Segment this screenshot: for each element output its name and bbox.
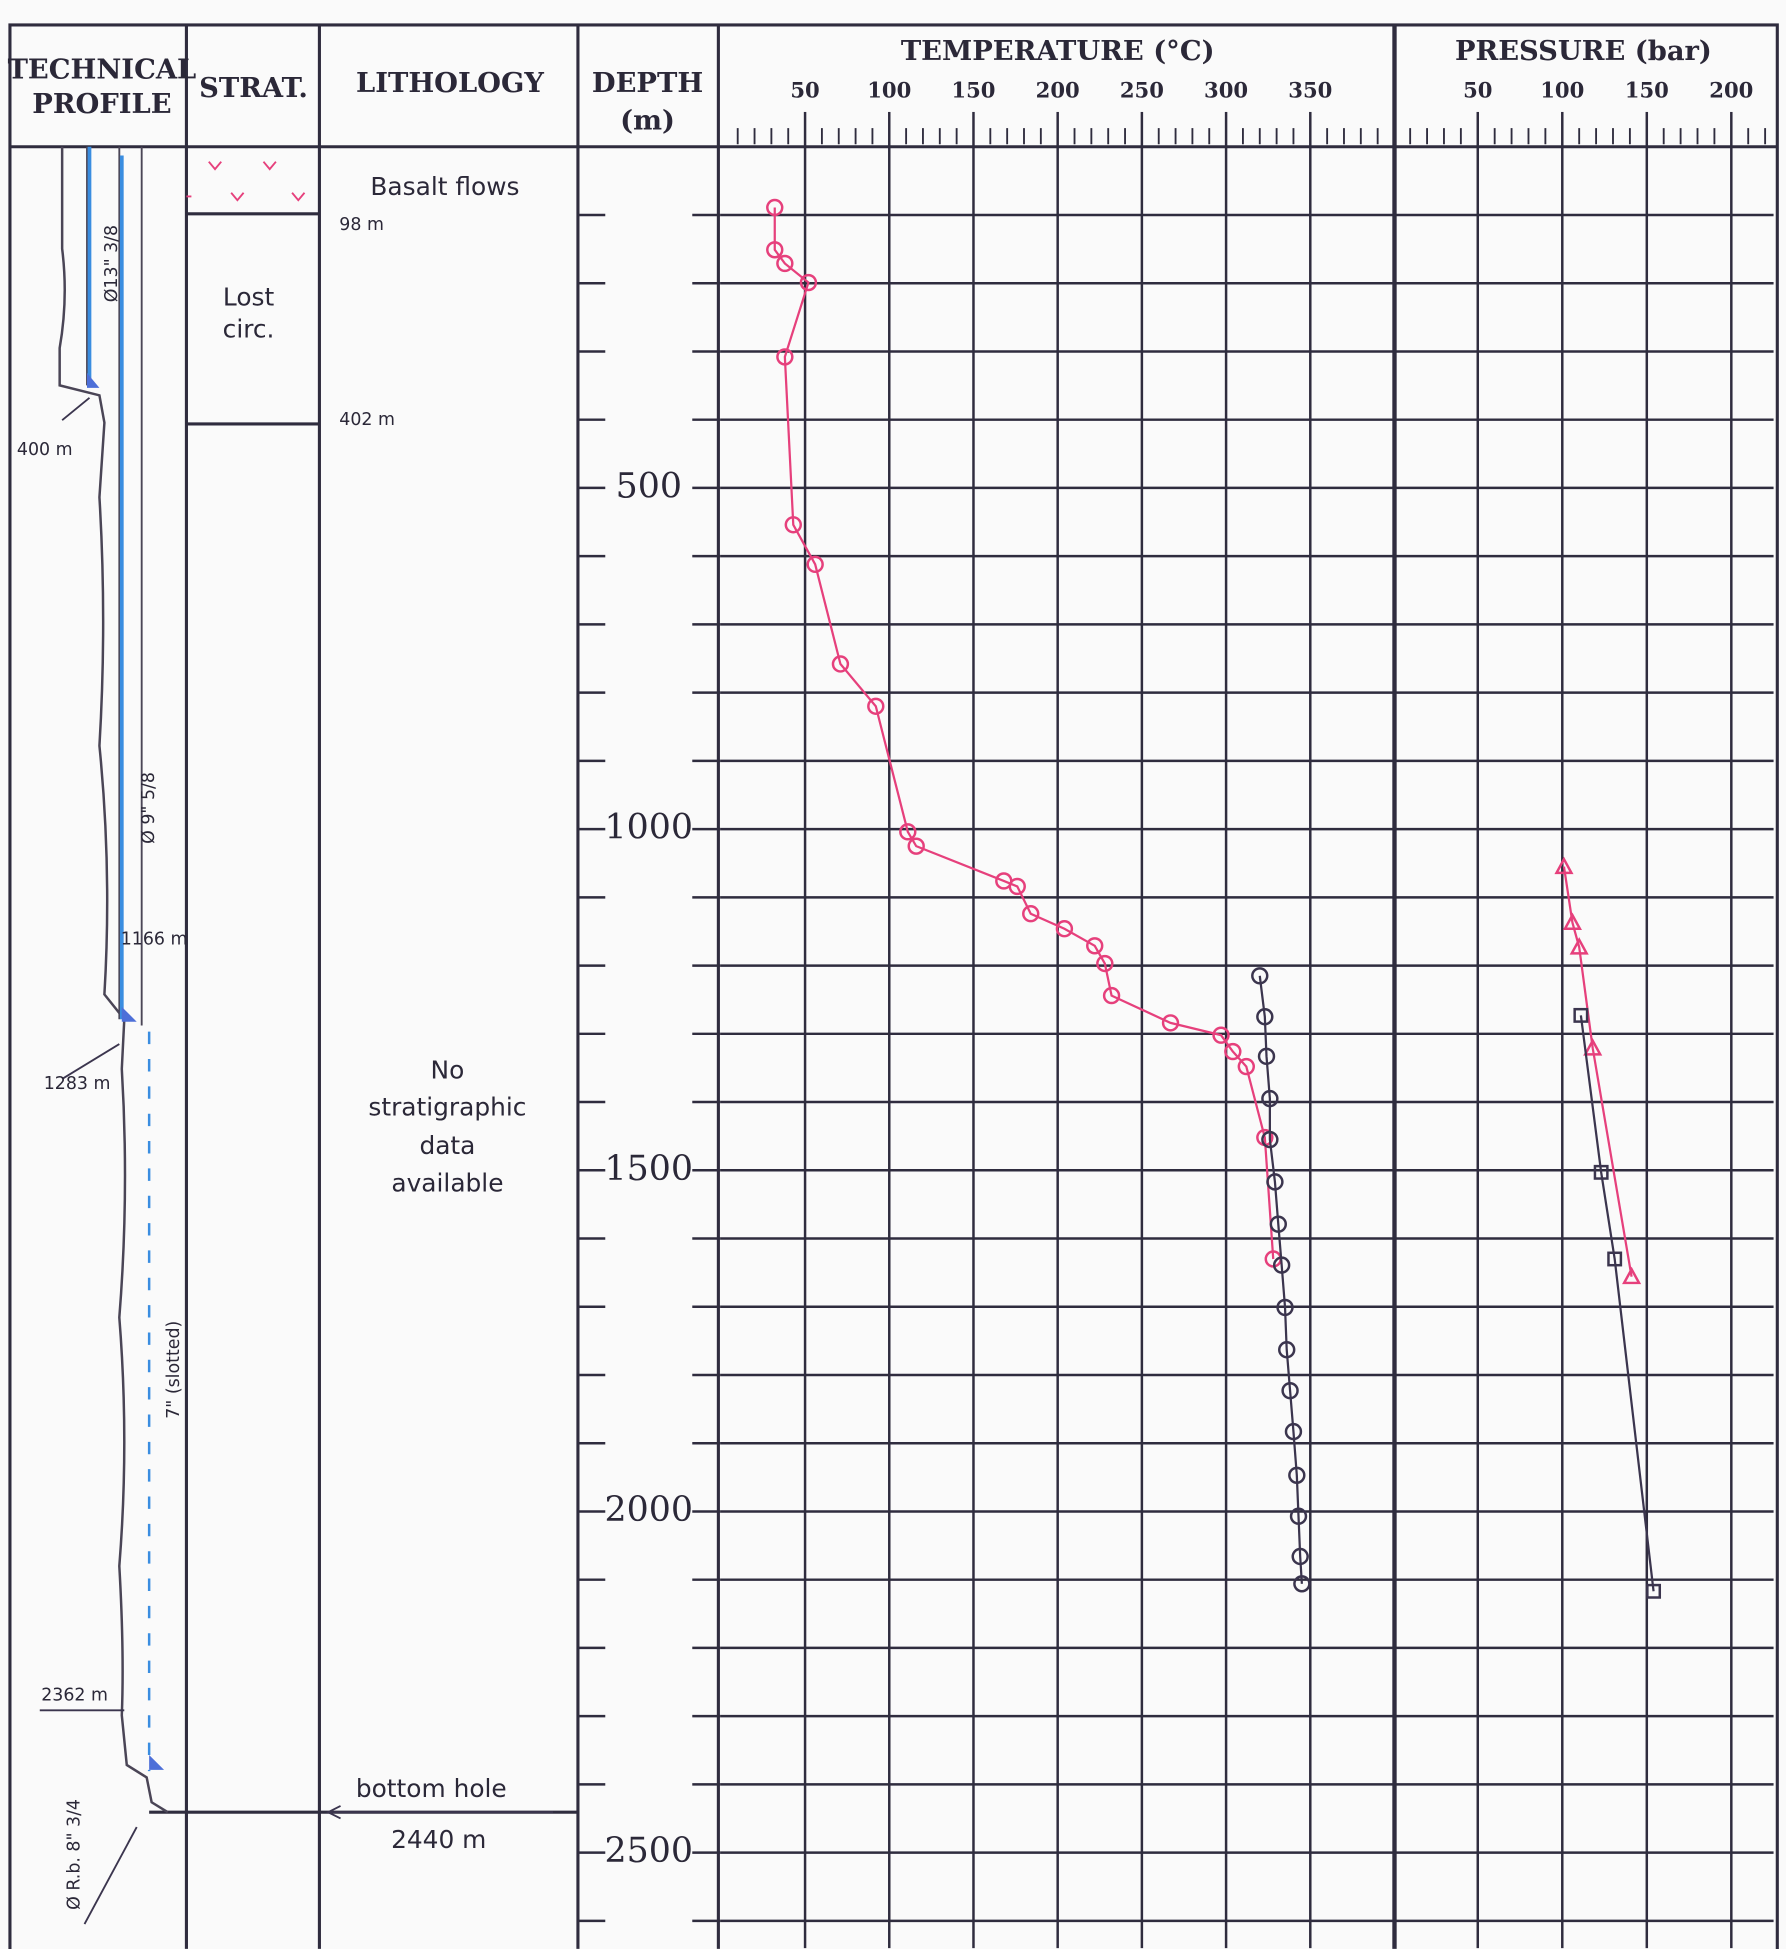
- lithology-text: bottom hole: [356, 1774, 507, 1803]
- lithology-text: No: [431, 1055, 465, 1084]
- marker: [1554, 856, 1574, 875]
- x-tick-label: 150: [1625, 78, 1669, 103]
- marker: [1161, 1014, 1180, 1032]
- frame: [8, 23, 1779, 1949]
- marker: [766, 241, 784, 259]
- basalt-symbols: [186, 161, 306, 202]
- marker: [784, 516, 802, 534]
- series-line: [1258, 975, 1303, 1584]
- depth-label: 1166 m: [121, 930, 188, 950]
- marker: [1269, 1215, 1287, 1233]
- marker: [907, 837, 925, 855]
- open-hole-label: Ø R.b. 8" 3/4: [65, 1799, 85, 1910]
- lithology-depth: 98 m: [339, 215, 384, 235]
- marker: [1646, 1583, 1662, 1599]
- marker: [1055, 920, 1074, 938]
- marker: [1272, 1256, 1291, 1274]
- x-tick-label: 150: [951, 78, 995, 103]
- x-tick-label: 350: [1288, 78, 1332, 103]
- marker: [899, 823, 917, 841]
- marker: [1261, 1130, 1279, 1149]
- chart-title: PRESSURE (bar): [1455, 35, 1712, 67]
- marker: [776, 254, 794, 273]
- marker: [806, 555, 824, 574]
- plots: TEMPERATURE (°C) 50 100 150 200 250 300 350 500 1…: [577, 35, 1774, 1949]
- y-tick-label: 2500: [604, 1831, 693, 1871]
- casing-label: Ø 9" 5/8: [139, 772, 159, 844]
- marker: [1289, 1507, 1308, 1525]
- y-tick-label: 2000: [604, 1490, 693, 1530]
- x-tick-label: 50: [790, 78, 819, 103]
- x-tick-label: 100: [1540, 78, 1584, 103]
- x-tick-label: 300: [1204, 78, 1248, 103]
- marker: [1622, 1266, 1642, 1285]
- marker: [1276, 1298, 1294, 1317]
- liner-label: 7" (slotted): [164, 1321, 184, 1419]
- marker: [1212, 1026, 1230, 1044]
- series-line: [1579, 1015, 1655, 1592]
- marker: [1284, 1422, 1303, 1441]
- x-tick-label: 250: [1120, 78, 1164, 103]
- x-tick-label: 200: [1709, 78, 1753, 103]
- marker: [776, 348, 794, 366]
- marker: [1278, 1341, 1296, 1359]
- x-tick-label: 50: [1463, 78, 1492, 103]
- marker: [1281, 1381, 1299, 1400]
- marker: [1593, 1164, 1609, 1180]
- depth-header: (m): [620, 104, 675, 136]
- depth-label: 400 m: [17, 440, 73, 460]
- header: TECHNICAL: [8, 53, 197, 85]
- marker: [1573, 1007, 1589, 1023]
- marker: [1261, 1089, 1279, 1108]
- marker: [831, 655, 850, 673]
- marker: [1256, 1008, 1274, 1026]
- series-line: [1562, 866, 1633, 1277]
- y-tick-label: 1000: [604, 808, 693, 848]
- marker: [799, 273, 818, 292]
- header: LITHOLOGY: [356, 67, 544, 99]
- marker: [1257, 1047, 1276, 1066]
- lithology-text: Basalt flows: [370, 172, 519, 201]
- depth-label: 1283 m: [44, 1074, 111, 1094]
- marker: [1288, 1466, 1306, 1484]
- marker: [1293, 1575, 1311, 1593]
- strat-text: circ.: [223, 315, 275, 344]
- strat-text: Lost: [223, 282, 275, 311]
- lithology-text: data: [419, 1131, 475, 1160]
- well-profile: [39, 146, 169, 1925]
- x-tick-label: 200: [1036, 78, 1080, 103]
- casing-label: Ø13" 3/8: [102, 225, 122, 302]
- y-tick-label: 500: [616, 466, 682, 506]
- marker: [766, 198, 784, 217]
- marker: [1583, 1038, 1603, 1056]
- marker: [1569, 937, 1589, 955]
- marker: [1251, 967, 1269, 985]
- marker: [1562, 912, 1582, 931]
- y-tick-label: 1500: [604, 1149, 693, 1189]
- marker: [1607, 1251, 1623, 1267]
- depth-label: 2362 m: [41, 1685, 108, 1705]
- x-tick-label: 100: [867, 78, 911, 103]
- header: STRAT.: [199, 72, 308, 104]
- marker: [1237, 1057, 1255, 1076]
- marker: [1022, 905, 1040, 923]
- marker: [1266, 1173, 1284, 1191]
- header: PROFILE: [32, 88, 171, 120]
- lithology-text: 2440 m: [391, 1825, 486, 1854]
- marker: [867, 697, 885, 715]
- depth-header: DEPTH: [592, 67, 703, 99]
- marker: [1224, 1042, 1242, 1061]
- lithology-text: stratigraphic: [368, 1093, 526, 1122]
- marker: [1086, 937, 1104, 955]
- marker: [1096, 954, 1114, 973]
- marker: [1102, 986, 1121, 1005]
- marker: [1008, 877, 1026, 896]
- lithology-depth: 402 m: [339, 410, 395, 430]
- bottom-arrow: [326, 1805, 554, 1820]
- lithology-text: available: [391, 1169, 503, 1198]
- marker: [1291, 1547, 1309, 1566]
- chart-title: TEMPERATURE (°C): [901, 35, 1215, 67]
